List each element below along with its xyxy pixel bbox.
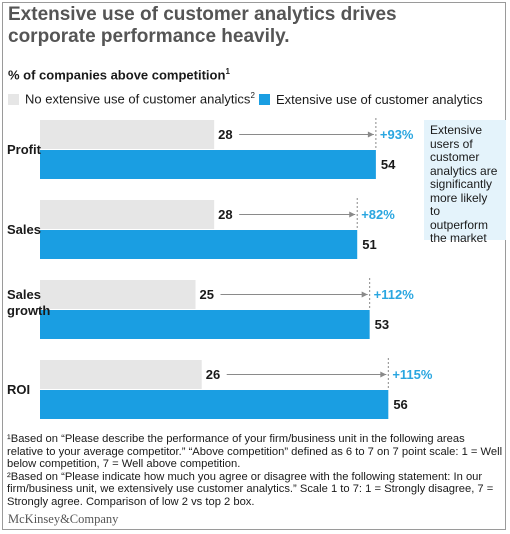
bar-sales-no-extensive <box>40 200 215 229</box>
category-label-sales-growth: Sales growth <box>7 287 50 318</box>
value-label-sales-growth-no-extensive: 25 <box>200 287 214 302</box>
growth-label-sales-growth: +112% <box>374 287 415 302</box>
legend-label-no-extensive: No extensive use of customer analytics2 <box>25 91 255 106</box>
bar-profit-extensive <box>40 150 376 179</box>
category-label-roi: ROI <box>7 382 30 397</box>
growth-label-roi: +115% <box>392 367 433 382</box>
footnotes: ¹Based on “Please describe the performan… <box>7 433 503 509</box>
legend-label-extensive: Extensive use of customer analytics <box>276 91 483 107</box>
value-label-roi-extensive: 56 <box>393 397 407 412</box>
growth-label-profit: +93% <box>380 127 414 142</box>
legend-text-no-extensive: No extensive use of customer analytics <box>25 91 251 107</box>
growth-arrowhead-sales <box>349 211 356 218</box>
category-label-sales: Sales <box>7 222 41 237</box>
growth-arrowhead-roi <box>380 371 387 378</box>
footnote-1: ¹Based on “Please describe the performan… <box>7 433 503 471</box>
growth-arrowhead-profit <box>367 131 374 138</box>
category-label-profit: Profit <box>7 142 42 157</box>
bar-sales-extensive <box>40 230 358 259</box>
subtitle-footnote-mark: 1 <box>225 67 230 76</box>
callout-box: Extensive users of customer analytics ar… <box>424 120 506 245</box>
brand-logo-text: McKinsey&Company <box>8 512 119 526</box>
legend-swatch-no-extensive <box>8 93 19 105</box>
chart-title: Extensive use of customer analytics driv… <box>8 4 397 47</box>
value-label-profit-no-extensive: 28 <box>218 127 232 142</box>
bar-roi-no-extensive <box>40 360 202 389</box>
subtitle-text: % of companies above competition <box>8 67 226 83</box>
legend-footnote-mark: 2 <box>250 91 255 101</box>
legend-item-extensive: Extensive use of customer analytics <box>259 91 483 107</box>
footnote-2: ²Based on “Please indicate how much you … <box>7 470 494 508</box>
growth-arrowhead-sales-growth <box>361 291 368 298</box>
value-label-sales-growth-extensive: 53 <box>375 317 389 332</box>
value-label-profit-extensive: 54 <box>381 157 396 172</box>
bar-sales-growth-extensive <box>40 310 370 339</box>
bar-sales-growth-no-extensive <box>40 280 196 309</box>
value-label-sales-no-extensive: 28 <box>218 207 232 222</box>
legend-swatch-extensive <box>259 93 270 105</box>
value-label-roi-no-extensive: 26 <box>206 367 220 382</box>
legend-item-no-extensive: No extensive use of customer analytics2 <box>8 91 255 107</box>
chart-subtitle: % of companies above competition1 <box>8 67 230 82</box>
bar-roi-extensive <box>40 390 389 419</box>
bar-profit-no-extensive <box>40 120 215 149</box>
figure-frame <box>2 2 506 530</box>
growth-label-sales: +82% <box>361 207 395 222</box>
value-label-sales-extensive: 51 <box>362 237 376 252</box>
